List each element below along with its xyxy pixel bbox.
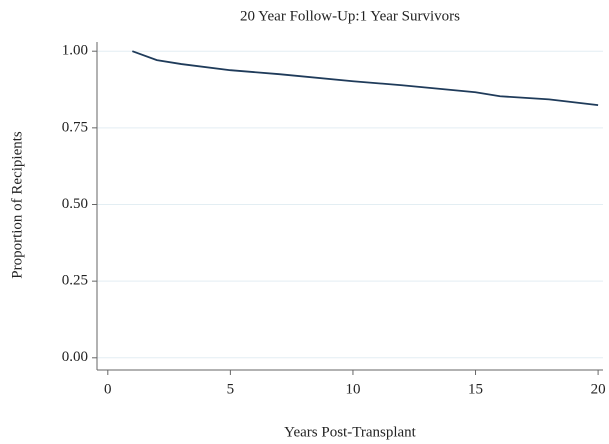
x-tick-label: 0 — [104, 381, 112, 397]
x-tick-label: 15 — [468, 381, 483, 397]
chart-title: 20 Year Follow-Up:1 Year Survivors — [240, 8, 460, 24]
y-tick-label: 1.00 — [62, 43, 88, 59]
x-tick-label: 5 — [227, 381, 235, 397]
y-tick-label: 0.00 — [62, 349, 88, 365]
y-tick-label: 0.50 — [62, 196, 88, 212]
y-tick-label: 0.25 — [62, 273, 88, 289]
y-tick-label: 0.75 — [62, 119, 88, 135]
x-tick-label: 20 — [591, 381, 606, 397]
x-axis-label: Years Post-Transplant — [284, 424, 417, 440]
y-axis-label: Proportion of Recipients — [9, 131, 25, 279]
x-tick-label: 10 — [345, 381, 360, 397]
line — [132, 50, 599, 107]
